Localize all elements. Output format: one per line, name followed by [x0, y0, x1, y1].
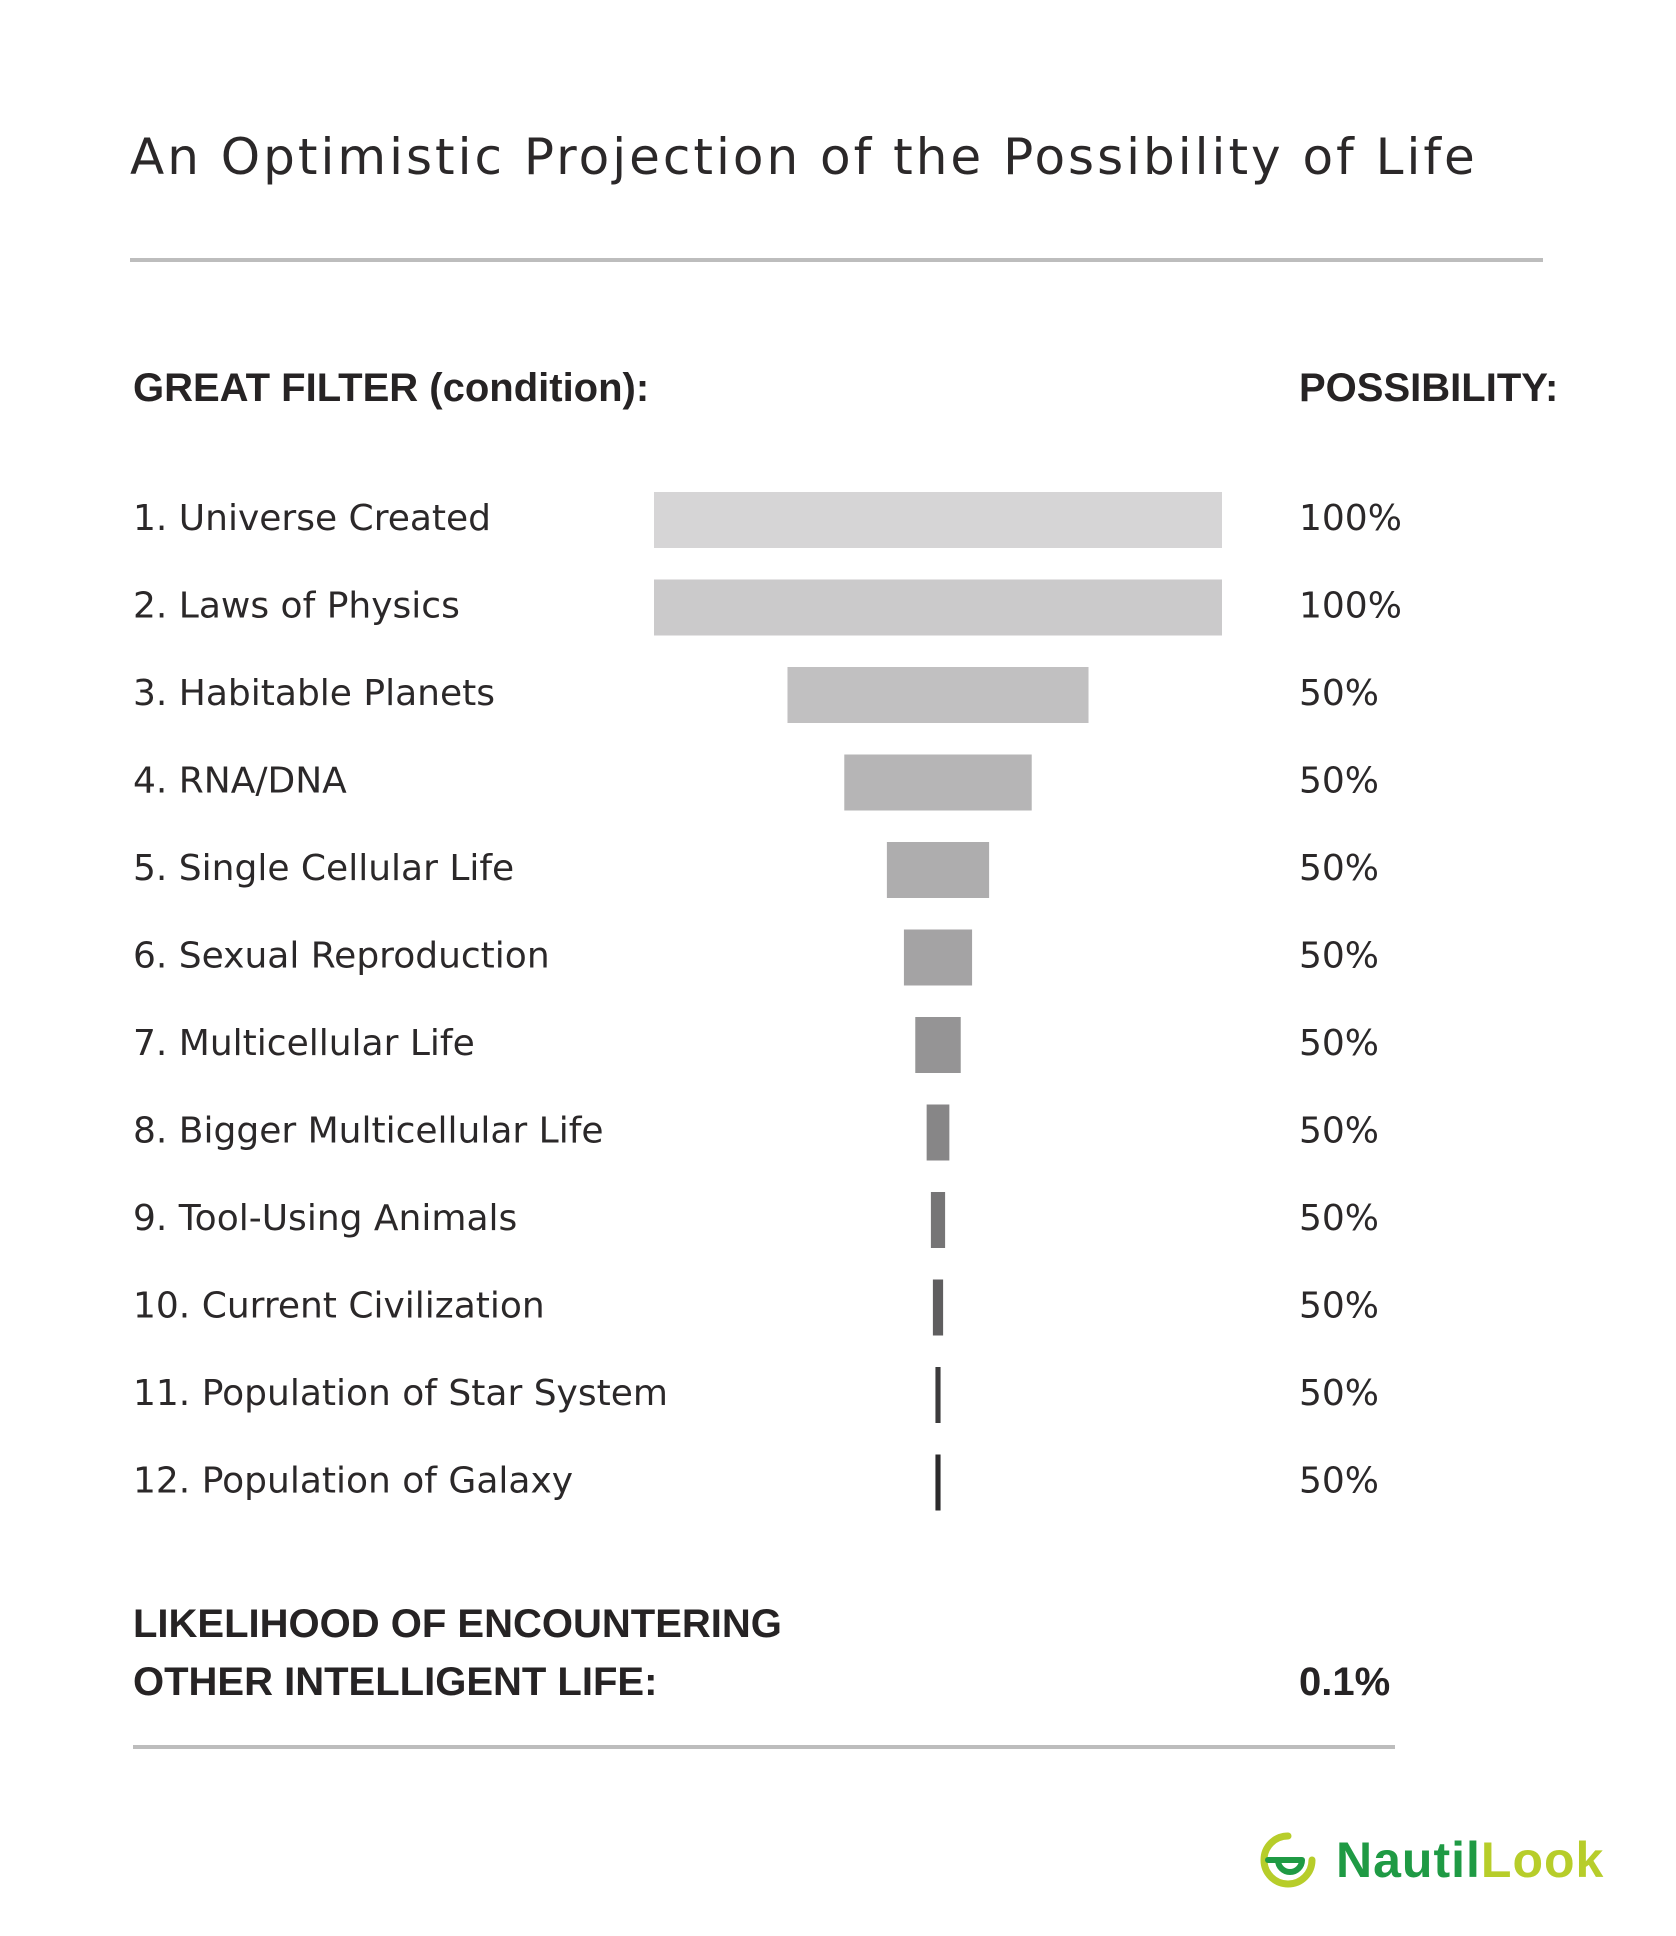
- logo-wordmark: NautilLook: [1336, 1831, 1604, 1889]
- likelihood-label-line2: OTHER INTELLIGENT LIFE:: [133, 1660, 658, 1704]
- category-label: 4. RNA/DNA: [133, 761, 347, 802]
- category-label: 2. Laws of Physics: [133, 586, 460, 627]
- funnel-chart: 1. Universe Created 100% 2. Laws of Physic…: [133, 492, 1402, 1511]
- value-label: 100%: [1299, 498, 1402, 539]
- value-label: 50%: [1299, 1198, 1379, 1239]
- column-header-filter: GREAT FILTER (condition):: [133, 366, 650, 410]
- column-header-possibility: POSSIBILITY:: [1299, 366, 1559, 410]
- value-label: 50%: [1299, 761, 1379, 802]
- bottom-divider: [133, 1745, 1395, 1749]
- category-label: 10. Current Civilization: [133, 1286, 545, 1327]
- likelihood-value: 0.1%: [1299, 1660, 1391, 1704]
- bar: [930, 1192, 946, 1248]
- bar: [915, 1017, 961, 1073]
- value-label: 50%: [1299, 673, 1379, 714]
- bar: [935, 1367, 941, 1423]
- category-label: 6. Sexual Reproduction: [133, 936, 550, 977]
- value-label: 50%: [1299, 1286, 1379, 1327]
- logo-icon: [1260, 1832, 1316, 1888]
- bar: [935, 1454, 941, 1511]
- category-label: 9. Tool-Using Animals: [133, 1198, 517, 1239]
- category-label: 1. Universe Created: [133, 498, 491, 539]
- bar: [926, 1104, 950, 1161]
- bar: [886, 842, 990, 898]
- bar: [903, 929, 973, 986]
- bar: [844, 754, 1032, 811]
- top-divider: [130, 258, 1543, 262]
- bar: [787, 667, 1089, 723]
- logo-wordmark-part2: Look: [1480, 1832, 1605, 1888]
- value-label: 50%: [1299, 1111, 1379, 1152]
- value-label: 100%: [1299, 586, 1402, 627]
- logo-wordmark-part1: Nautil: [1336, 1832, 1481, 1888]
- category-label: 8. Bigger Multicellular Life: [133, 1111, 604, 1152]
- bar: [654, 579, 1222, 636]
- category-label: 11. Population of Star System: [133, 1373, 668, 1414]
- value-label: 50%: [1299, 848, 1379, 889]
- category-label: 7. Multicellular Life: [133, 1023, 475, 1064]
- value-label: 50%: [1299, 1023, 1379, 1064]
- chart-title: An Optimistic Projection of the Possibil…: [130, 128, 1478, 186]
- category-label: 3. Habitable Planets: [133, 673, 495, 714]
- value-label: 50%: [1299, 936, 1379, 977]
- bar: [654, 492, 1222, 548]
- likelihood-label-line1: LIKELIHOOD OF ENCOUNTERING: [133, 1602, 782, 1646]
- category-label: 12. Population of Galaxy: [133, 1461, 573, 1502]
- value-label: 50%: [1299, 1461, 1379, 1502]
- bar: [932, 1279, 944, 1336]
- value-label: 50%: [1299, 1373, 1379, 1414]
- category-label: 5. Single Cellular Life: [133, 848, 514, 889]
- logo: NautilLook: [1258, 1830, 1604, 1890]
